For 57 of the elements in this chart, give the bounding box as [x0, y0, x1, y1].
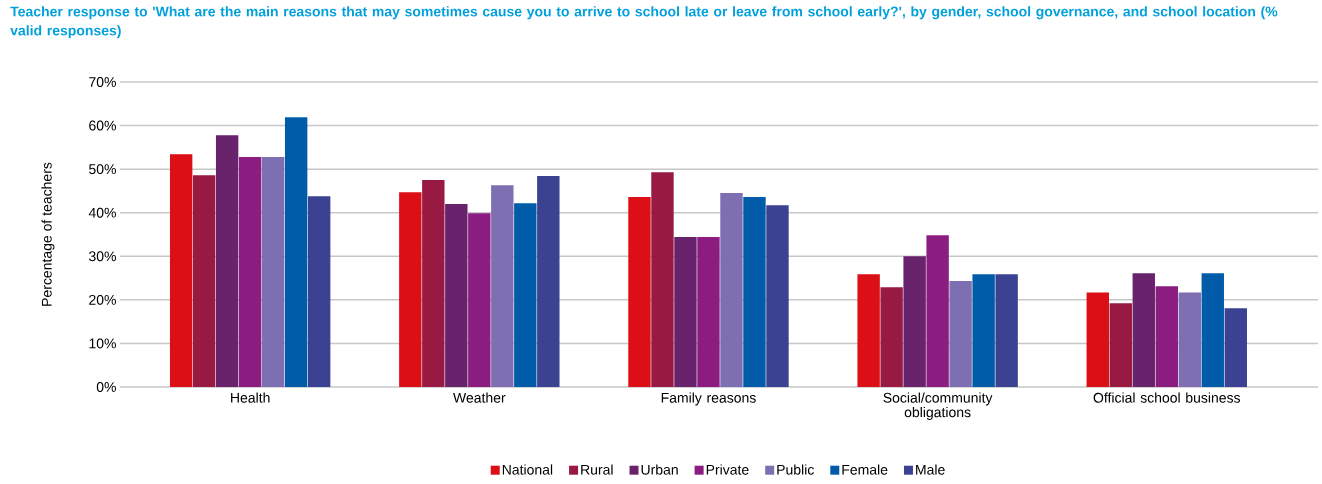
bar	[1224, 308, 1247, 387]
bar	[537, 176, 560, 387]
bar	[238, 156, 262, 387]
bar	[766, 205, 789, 387]
chart-title: Teacher response to 'What are the main reasons that may sometimes cause you to arrive to school late or leave from school early?', by gender, school governance, and school location (% valid responses)	[10, 6, 1278, 39]
bar	[628, 197, 651, 387]
bar	[743, 197, 766, 387]
bar	[399, 192, 422, 387]
y-tick-label: 0%	[96, 382, 116, 392]
bar	[1086, 292, 1109, 387]
legend-label: Urban	[641, 464, 678, 475]
bar	[903, 256, 926, 387]
x-tick-label: Official school business	[1093, 392, 1241, 403]
bar	[972, 274, 995, 387]
bar	[307, 196, 331, 387]
bar	[284, 117, 308, 387]
bar	[926, 235, 949, 387]
x-tick-label: Social/community obligations	[883, 392, 993, 420]
y-tick-label: 20%	[89, 294, 116, 305]
y-tick-label: 70%	[89, 77, 116, 87]
y-tick-label: 40%	[88, 207, 116, 218]
bar	[720, 193, 743, 387]
legend-label: National	[502, 464, 553, 475]
bar	[674, 237, 697, 387]
bar	[215, 135, 239, 387]
legend-label: Public	[777, 464, 814, 475]
bar	[261, 156, 285, 387]
x-tick-label: Health	[231, 392, 270, 403]
x-tick-label: Family reasons	[661, 392, 756, 406]
y-tick-label: 30%	[88, 251, 116, 262]
bar	[1155, 286, 1178, 387]
bar	[468, 213, 491, 387]
bar	[949, 281, 972, 387]
bar	[697, 237, 720, 387]
bar	[1132, 273, 1155, 387]
x-tick-label: Weather	[453, 392, 506, 403]
bar	[1178, 292, 1201, 387]
bar	[422, 180, 445, 387]
bar	[857, 274, 880, 387]
bar	[169, 154, 193, 387]
legend-label: Private	[706, 464, 749, 475]
y-tick-label: 10%	[89, 338, 116, 349]
y-tick-label: 60%	[89, 120, 116, 131]
bar	[651, 172, 674, 387]
legend-label: Male	[916, 464, 945, 475]
bar	[880, 287, 903, 387]
bar	[514, 203, 537, 387]
bar	[192, 175, 216, 387]
y-tick-label: 50%	[89, 164, 116, 175]
bar	[995, 274, 1018, 387]
bar	[1201, 273, 1224, 387]
bar	[491, 185, 514, 387]
y-axis-title: Percentage of teachers	[41, 162, 55, 306]
bar	[445, 204, 468, 387]
bar	[1109, 303, 1132, 387]
legend-label: Female	[842, 464, 888, 475]
legend-label: Rural	[581, 464, 613, 475]
